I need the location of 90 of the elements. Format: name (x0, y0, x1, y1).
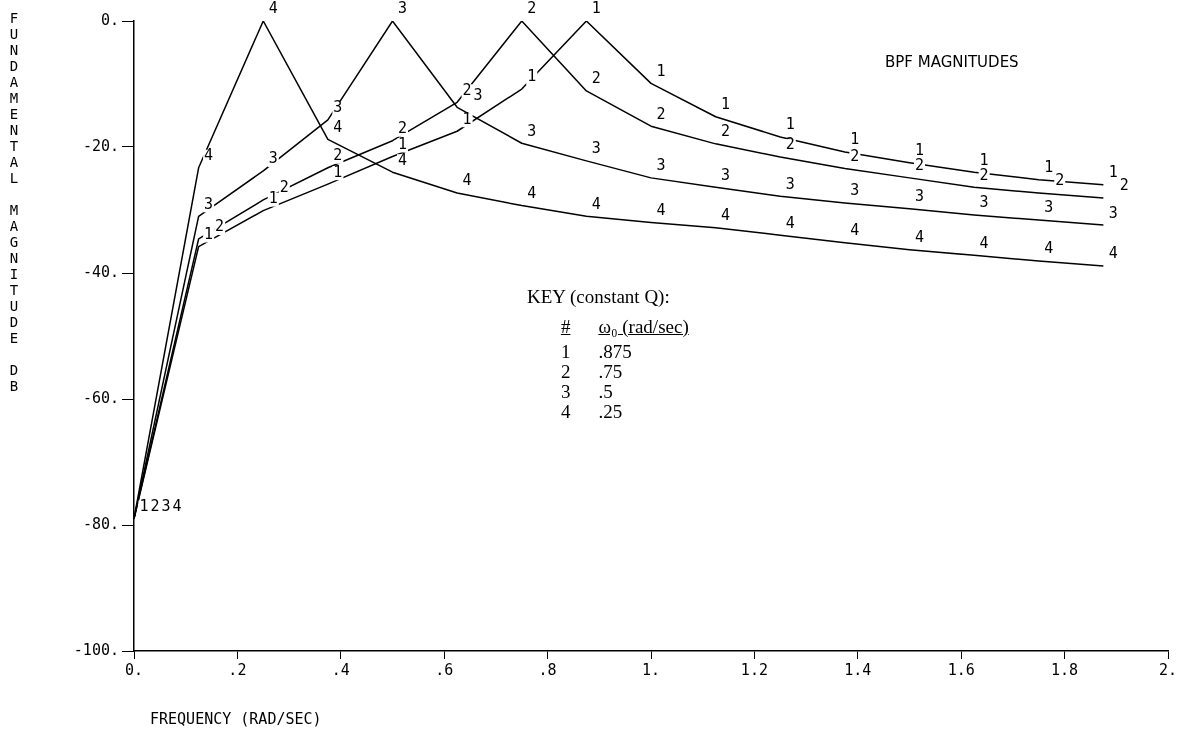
annotation: .875 (597, 340, 633, 362)
x-tick-label: 1.8 (1051, 660, 1079, 679)
text: 1 (656, 61, 666, 80)
text: 4 (268, 0, 278, 18)
annotation: .25 (597, 400, 624, 422)
text: 3 (1044, 198, 1054, 217)
series-label: 1 (462, 109, 472, 128)
y-tick-label: -100. (73, 640, 119, 659)
text: 2 (1055, 171, 1065, 190)
text: 1 (268, 189, 278, 208)
x-tick-label: 1.4 (844, 660, 872, 679)
text: 3 (161, 497, 171, 516)
y-tick-label: -80. (82, 514, 119, 533)
text: 1 (139, 497, 149, 516)
text: 1 (333, 162, 343, 181)
annotation: .75 (597, 360, 624, 382)
annotation: # (559, 315, 572, 339)
text: 1 (204, 224, 214, 243)
y-axis-title: FUNDAMENTAL MAGNITUDE DB (6, 10, 22, 396)
text: 4 (721, 206, 731, 225)
text: 1 (591, 0, 601, 18)
y-tick-label: -20. (82, 136, 119, 155)
text: 3 (560, 380, 571, 402)
text: 2 (560, 360, 571, 382)
text: 4 (785, 213, 795, 232)
x-tick-label: 1.6 (947, 660, 975, 679)
series-label: 4 (204, 146, 214, 165)
x-tick-label: .8 (538, 660, 557, 679)
text: 3 (591, 139, 601, 158)
x-tick-label: 0. (124, 660, 144, 679)
x-tick-label: 1. (641, 660, 661, 679)
text: 4 (333, 117, 343, 136)
text: 4 (560, 400, 571, 422)
text: 3 (979, 193, 989, 212)
text: 2 (333, 146, 343, 165)
text: 3 (333, 98, 343, 117)
text: 1 (850, 130, 860, 149)
text: 4 (527, 183, 537, 202)
text: 3 (721, 165, 731, 184)
text: 1 (560, 340, 571, 362)
text: 3 (914, 187, 925, 206)
text: 4 (914, 228, 925, 247)
text: 4 (172, 497, 182, 516)
text: 1 (1044, 158, 1054, 177)
x-axis-title: FREQUENCY (RAD/SEC) (150, 710, 322, 728)
series-label: 3 (204, 194, 214, 213)
text: 2 (591, 69, 601, 88)
text: 2 (721, 122, 731, 141)
text: 4 (979, 233, 989, 252)
annotation: ω₀ (rad/sec) (597, 315, 690, 339)
text: 2 (656, 104, 666, 123)
y-tick-label: -40. (82, 262, 119, 281)
annotation: .5 (597, 380, 614, 402)
y-tick-label: 0. (100, 10, 119, 29)
text: BPF MAGNITUDES (885, 52, 1019, 71)
text: 4 (850, 221, 860, 240)
text: 3 (268, 149, 278, 168)
x-tick-label: .4 (331, 660, 350, 679)
text: 2 (215, 217, 225, 236)
text: 3 (527, 121, 537, 140)
text: 2 (279, 178, 289, 197)
x-tick-label: 2. (1158, 660, 1178, 679)
text: 4 (591, 194, 601, 213)
text: 2 (914, 156, 925, 175)
y-tick-label: -60. (82, 388, 119, 407)
text: 3 (473, 85, 483, 104)
text: 4 (656, 200, 666, 219)
text: 4 (397, 150, 408, 169)
text: 1 (721, 95, 731, 114)
series-label: 2 (462, 80, 472, 99)
text: 2 (1119, 176, 1129, 195)
legend-title: KEY (constant Q): (526, 285, 671, 308)
text: 4 (1044, 239, 1054, 258)
text: 4 (462, 171, 472, 190)
text: 3 (397, 0, 408, 18)
text: 4 (1108, 244, 1118, 263)
x-tick-label: .2 (228, 660, 247, 679)
text: 3 (785, 174, 795, 193)
text: 2 (850, 146, 860, 165)
text: 3 (850, 181, 860, 200)
text: 2 (150, 497, 160, 516)
text: 1 (527, 67, 537, 86)
text: 3 (1108, 203, 1118, 222)
text: 3 (656, 156, 666, 175)
text: 2 (785, 135, 795, 154)
text: 1 (1108, 163, 1118, 182)
text: 2 (527, 0, 537, 18)
x-tick-label: 1.2 (740, 660, 768, 679)
x-tick-label: .6 (435, 660, 454, 679)
text: 1 (785, 115, 795, 134)
